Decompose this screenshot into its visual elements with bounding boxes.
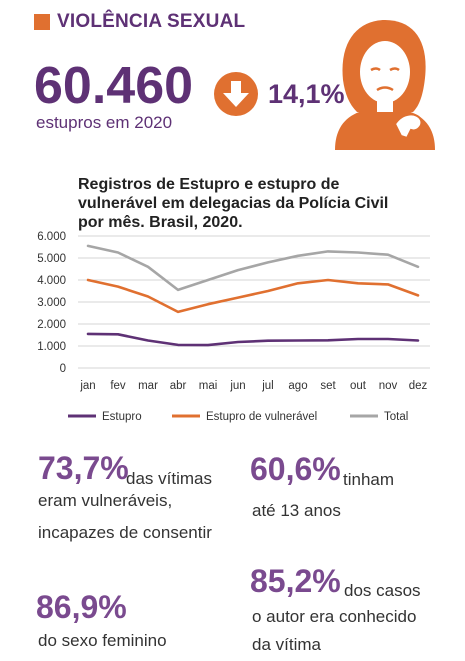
- stat-age-percent: 60,6%: [250, 451, 341, 487]
- legend-label: Total: [384, 411, 408, 423]
- x-tick-label: jul: [261, 380, 274, 392]
- x-tick-label: dez: [409, 380, 428, 392]
- headline-number: 60.460: [34, 57, 194, 115]
- x-tick-label: abr: [170, 380, 187, 392]
- x-tick-label: mai: [199, 380, 218, 392]
- y-tick-label: 6.000: [37, 231, 66, 243]
- x-tick-label: jun: [229, 380, 245, 392]
- chart-title: Registros de Estupro e estupro de vulner…: [78, 176, 389, 231]
- x-tick-label: ago: [288, 380, 307, 392]
- legend-label: Estupro: [102, 411, 142, 423]
- stat-known-author-line3: da vítima: [252, 635, 321, 654]
- section-title: VIOLÊNCIA SEXUAL: [57, 11, 246, 32]
- stat-female-percent: 86,9%: [36, 589, 127, 625]
- x-tick-label: mar: [138, 380, 158, 392]
- series-line-3: [86, 244, 420, 292]
- stat-known-author-line1: dos casos: [344, 581, 421, 600]
- x-tick-label: out: [350, 380, 367, 392]
- legend-label: Estupro de vulnerável: [206, 411, 317, 423]
- headline-caption: estupros em 2020: [36, 113, 173, 132]
- header-marker: [34, 14, 50, 30]
- stat-vulnerable-percent: 73,7%: [38, 450, 129, 486]
- stat-age-line1: tinham: [343, 470, 395, 489]
- y-tick-label: 2.000: [37, 319, 66, 331]
- x-tick-label: set: [320, 380, 336, 392]
- x-tick-label: fev: [110, 380, 126, 392]
- stat-female-line: do sexo feminino: [38, 631, 167, 650]
- distressed-woman-illustration: [325, 12, 445, 150]
- stat-vulnerable-line3: incapazes de consentir: [38, 523, 212, 542]
- series-line-1: [86, 332, 420, 347]
- stat-known-author-line2: o autor era conhecido: [252, 607, 417, 626]
- series-line-2: [86, 278, 420, 314]
- y-tick-label: 1.000: [37, 341, 66, 353]
- y-tick-label: 5.000: [37, 253, 66, 265]
- change-percent: 14,1%: [268, 79, 345, 109]
- stat-known-author-percent: 85,2%: [250, 563, 341, 599]
- y-tick-label: 0: [60, 363, 66, 375]
- x-tick-label: nov: [379, 380, 398, 392]
- y-tick-label: 3.000: [37, 297, 66, 309]
- down-arrow-icon: [214, 72, 258, 116]
- y-tick-label: 4.000: [37, 275, 66, 287]
- stat-age-line2: até 13 anos: [252, 501, 341, 520]
- x-tick-label: jan: [79, 380, 95, 392]
- stat-vulnerable-line2: eram vulneráveis,: [38, 491, 173, 510]
- stat-vulnerable-line1: das vítimas: [126, 469, 212, 488]
